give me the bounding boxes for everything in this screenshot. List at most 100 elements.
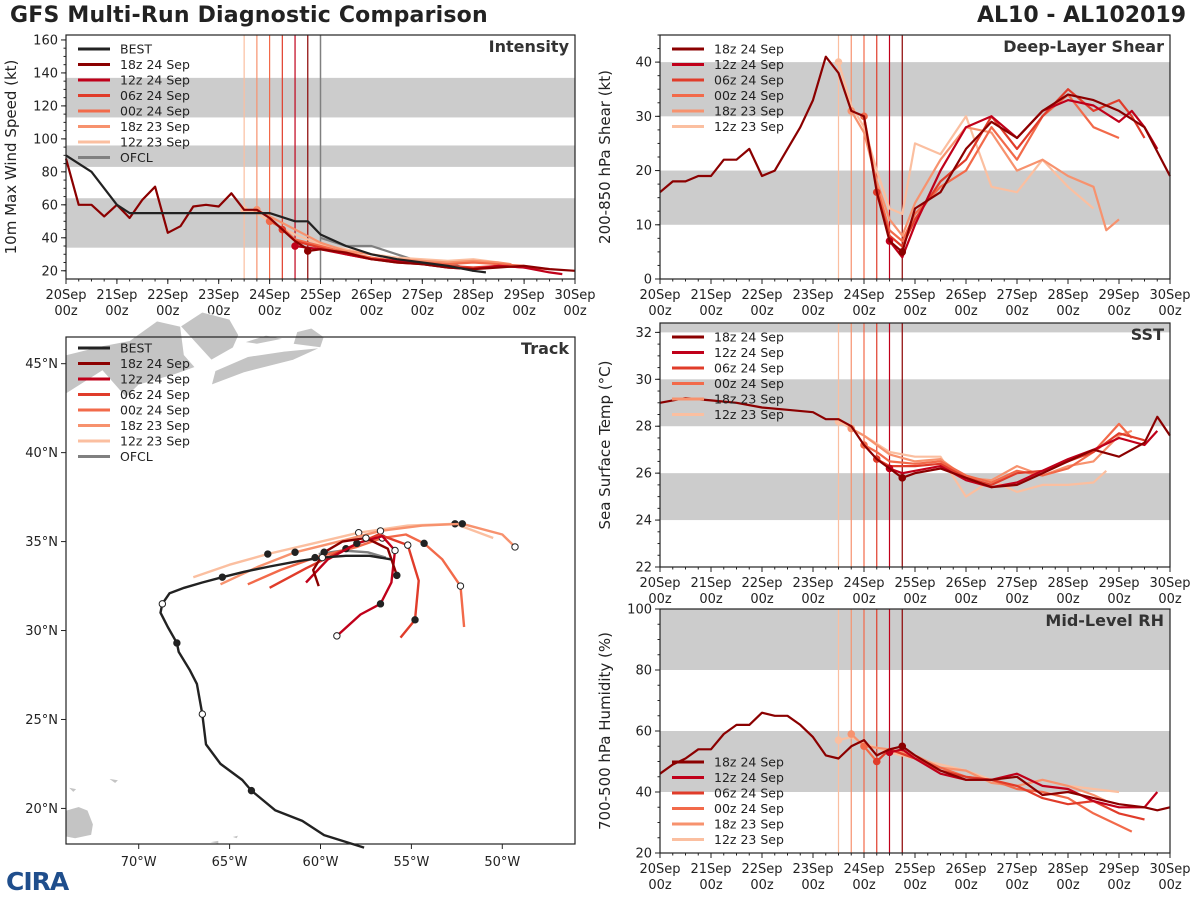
x-tick-label: 00z bbox=[1056, 592, 1080, 607]
x-tick-label: 21Sep bbox=[690, 576, 731, 591]
x-tick-label: 00z bbox=[801, 304, 825, 319]
x-tick-label: 00z bbox=[563, 304, 587, 319]
legend-label: 12z 24 Sep bbox=[120, 372, 190, 387]
panel-title: Track bbox=[521, 339, 569, 358]
x-tick-label: 00z bbox=[954, 592, 978, 607]
legend-label: 00z 24 Sep bbox=[714, 376, 784, 391]
x-tick-label: 29Sep bbox=[1098, 288, 1139, 303]
panel-title: Mid-Level RH bbox=[1045, 611, 1164, 630]
series-line bbox=[64, 158, 309, 251]
y-axis-label: 10m Max Wind Speed (kt) bbox=[2, 60, 20, 255]
x-tick-label: 00z bbox=[801, 878, 825, 893]
y-tick-label: 30 bbox=[635, 373, 652, 388]
init-point bbox=[860, 742, 868, 751]
legend-label: 00z 24 Sep bbox=[714, 801, 784, 816]
legend-label: 00z 24 Sep bbox=[714, 88, 784, 103]
track-position-marker bbox=[404, 541, 412, 549]
x-tick-label: 22Sep bbox=[741, 288, 782, 303]
x-tick-label: 24Sep bbox=[843, 576, 884, 591]
y-tick-label: 140 bbox=[33, 66, 58, 81]
legend-label: 18z 23 Sep bbox=[714, 817, 784, 832]
legend-label: 06z 24 Sep bbox=[714, 361, 784, 376]
track-position-marker bbox=[198, 710, 207, 718]
panel-title: SST bbox=[1131, 325, 1164, 344]
x-tick-label: 23Sep bbox=[198, 288, 239, 303]
x-tick-label: 28Sep bbox=[1047, 288, 1088, 303]
track-position-marker bbox=[291, 548, 299, 556]
x-tick-label: 30Sep bbox=[554, 288, 595, 303]
y-tick-label: 100 bbox=[627, 603, 652, 618]
legend-label: 18z 24 Sep bbox=[120, 57, 190, 72]
sst-panel: 22242628303220Sep00z21Sep00z22Sep00z23Se… bbox=[596, 322, 1191, 607]
y-tick-label: 28 bbox=[635, 420, 652, 435]
legend-label: 18z 23 Sep bbox=[120, 119, 190, 134]
x-tick-label: 00z bbox=[954, 878, 978, 893]
track-position-marker bbox=[376, 527, 385, 535]
legend-label: 18z 23 Sep bbox=[120, 418, 190, 433]
land-new-brunswick bbox=[179, 311, 240, 361]
series-line bbox=[659, 397, 903, 479]
x-tick-label: 20Sep bbox=[45, 288, 86, 303]
x-tick-label: 00z bbox=[852, 592, 876, 607]
x-tick-label: 00z bbox=[699, 304, 723, 319]
x-tick-label: 21Sep bbox=[690, 862, 731, 877]
x-tick-label: 24Sep bbox=[843, 862, 884, 877]
x-tick-label: 00z bbox=[1005, 878, 1029, 893]
track-position-marker bbox=[173, 639, 181, 647]
x-tick-label: 00z bbox=[1158, 304, 1182, 319]
y-axis-label: 700-500 hPa Humidity (%) bbox=[596, 632, 614, 830]
legend-label: 12z 23 Sep bbox=[714, 119, 784, 134]
gray-band bbox=[660, 62, 1170, 117]
track-position-marker bbox=[318, 553, 327, 562]
x-tick-label: 29Sep bbox=[1098, 576, 1139, 591]
intensity-panel: 2040608010012014016020Sep00z21Sep00z22Se… bbox=[2, 33, 596, 319]
land-newengland bbox=[65, 320, 196, 399]
x-tick-label: 00z bbox=[1056, 878, 1080, 893]
track-position-marker bbox=[458, 520, 466, 528]
x-tick-label: 60°W bbox=[303, 855, 339, 870]
x-tick-label: 00z bbox=[699, 878, 723, 893]
x-tick-label: 22Sep bbox=[741, 862, 782, 877]
x-tick-label: 26Sep bbox=[945, 862, 986, 877]
y-tick-label: 35°N bbox=[25, 535, 58, 550]
x-tick-label: 00z bbox=[852, 878, 876, 893]
legend-label: 06z 24 Sep bbox=[714, 786, 784, 801]
x-tick-label: 21Sep bbox=[96, 288, 137, 303]
y-tick-label: 60 bbox=[41, 198, 58, 213]
init-point bbox=[834, 58, 843, 66]
x-tick-label: 00z bbox=[512, 304, 536, 319]
x-tick-label: 22Sep bbox=[741, 576, 782, 591]
x-tick-label: 00z bbox=[648, 878, 672, 893]
series-line bbox=[889, 748, 1159, 809]
x-tick-label: 25Sep bbox=[894, 862, 935, 877]
y-axis-label: Sea Surface Temp (°C) bbox=[596, 360, 614, 529]
track-position-marker bbox=[411, 616, 419, 624]
x-tick-label: 23Sep bbox=[792, 862, 833, 877]
x-tick-label: 55°W bbox=[393, 855, 429, 870]
y-tick-label: 30°N bbox=[25, 624, 58, 639]
x-tick-label: 00z bbox=[903, 592, 927, 607]
x-tick-label: 00z bbox=[1005, 304, 1029, 319]
storm-id: AL10 - AL102019 bbox=[977, 3, 1186, 28]
x-tick-label: 27Sep bbox=[402, 288, 443, 303]
legend-label: 18z 24 Sep bbox=[714, 42, 784, 57]
series-line bbox=[889, 430, 1159, 489]
x-tick-label: 50°W bbox=[484, 855, 520, 870]
x-tick-label: 65°W bbox=[212, 855, 248, 870]
track-line bbox=[318, 549, 387, 559]
x-tick-label: 00z bbox=[1005, 592, 1029, 607]
init-point bbox=[291, 242, 299, 250]
x-tick-label: 25Sep bbox=[894, 576, 935, 591]
track-position-marker bbox=[333, 632, 341, 640]
x-tick-label: 00z bbox=[1107, 304, 1131, 319]
legend-label: 12z 23 Sep bbox=[714, 407, 784, 422]
legend-label: 06z 24 Sep bbox=[120, 88, 190, 103]
y-tick-label: 25°N bbox=[25, 713, 58, 728]
legend-label: 18z 24 Sep bbox=[714, 330, 784, 345]
x-tick-label: 24Sep bbox=[249, 288, 290, 303]
x-tick-label: 28Sep bbox=[1047, 862, 1088, 877]
rh-panel: 2040608010020Sep00z21Sep00z22Sep00z23Sep… bbox=[596, 603, 1191, 894]
track-position-marker bbox=[158, 600, 167, 608]
gray-band bbox=[660, 731, 1170, 792]
y-tick-label: 26 bbox=[635, 467, 652, 482]
